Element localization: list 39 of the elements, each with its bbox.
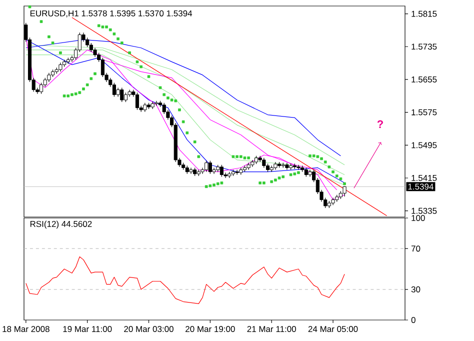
y-tick-label: 1.5735 (412, 44, 437, 50)
candlestick (274, 162, 278, 170)
candlestick (93, 48, 97, 58)
y-tick-label: 1.5335 (412, 208, 437, 214)
y-tick-label: 1.5495 (412, 142, 437, 148)
chart-title: RSI(12) 44.5602 (30, 220, 92, 229)
candlestick (296, 164, 300, 170)
candlestick (143, 102, 147, 112)
y-tick-label: 70 (411, 246, 420, 252)
candlestick (116, 87, 120, 98)
candlestick (128, 89, 132, 98)
candlestick (342, 186, 346, 197)
candlestick (154, 100, 158, 106)
y-tick-label: 1.5655 (412, 76, 437, 82)
y-tick-label: 1.5575 (412, 109, 437, 116)
y-tick-label: 1.5415 (412, 175, 437, 181)
y-tick-label: 30 (411, 286, 420, 292)
candlestick (47, 72, 51, 82)
x-tick-label: 24 Mar 05:00 (308, 326, 358, 332)
ref-line-label: 1.5394 (408, 184, 434, 190)
candlestick (58, 62, 62, 72)
x-tick-label: 21 Mar 11:00 (247, 326, 296, 332)
candlestick (189, 167, 193, 174)
annotation: ? (377, 120, 383, 128)
line-series (102, 59, 338, 190)
chart-title: EURUSD,H1 1.5378 1.5395 1.5370 1.5394 (30, 10, 192, 18)
x-tick-label: 20 Mar 19:00 (186, 326, 235, 332)
candlestick (285, 162, 289, 170)
candlestick (262, 158, 266, 168)
y-tick-label: 0 (411, 316, 416, 324)
y-tick-label: 100 (412, 214, 425, 222)
candlestick (331, 197, 335, 206)
line-series (26, 256, 345, 304)
candlestick (308, 169, 312, 178)
candlestick (235, 169, 239, 176)
x-tick-label: 18 Mar 2008 (2, 326, 50, 332)
x-tick-label: 19 Mar 11:00 (63, 326, 112, 332)
x-tick-label: 20 Mar 03:00 (124, 326, 174, 332)
y-tick-label: 1.5815 (412, 10, 437, 17)
